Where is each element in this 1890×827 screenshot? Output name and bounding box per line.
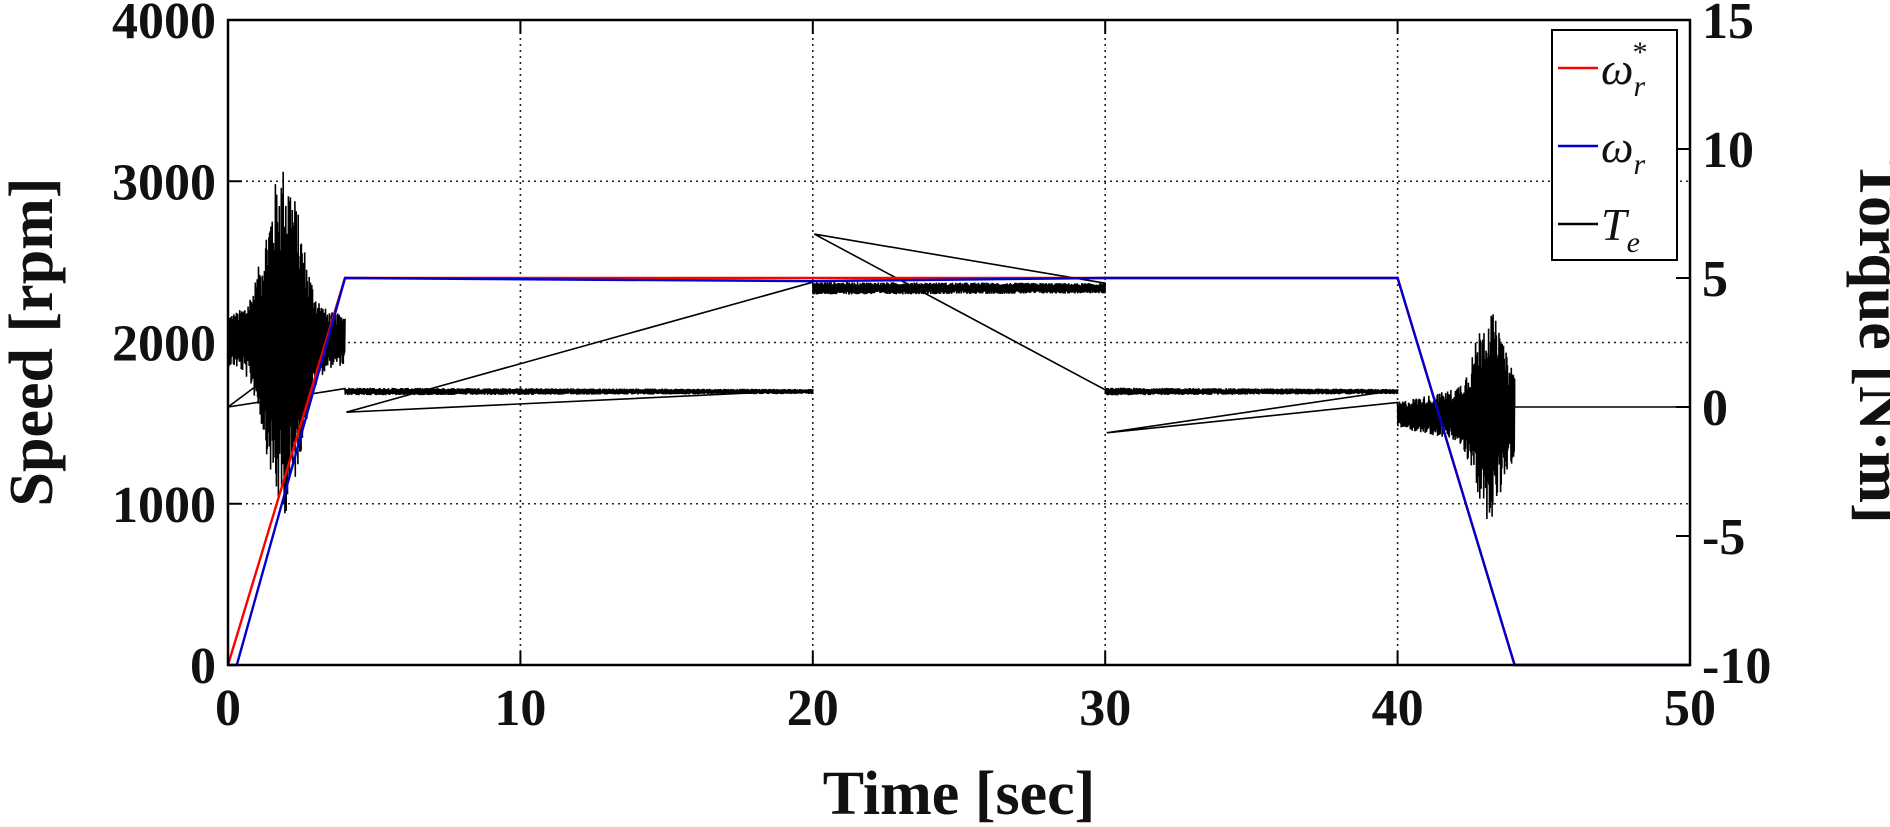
- right-y-tick-label: 0: [1702, 380, 1728, 437]
- right-y-tick-label: 10: [1702, 122, 1754, 179]
- series-line-omega: [228, 276, 1690, 667]
- x-tick-label: 40: [1372, 680, 1424, 737]
- right-y-tick-label: 15: [1702, 0, 1754, 50]
- right-y-tick-label: -10: [1702, 638, 1771, 695]
- right-y-tick-label: -5: [1702, 509, 1745, 566]
- series-line-te: [227, 171, 1690, 520]
- tick-labels: 0 10 20 30 40 50 0 1000 2000 3000 4000 -10 -5 0 5 10 15: [112, 0, 1771, 737]
- legend-subscript: r: [1633, 70, 1645, 103]
- right-y-tick-label: 5: [1702, 251, 1728, 308]
- legend-label: ωr*: [1601, 36, 1646, 103]
- x-tick-label: 10: [494, 680, 546, 737]
- left-y-tick-label: 1000: [112, 477, 216, 534]
- legend-subscript: r: [1633, 148, 1645, 181]
- left-y-tick-label: 3000: [112, 154, 216, 211]
- left-y-tick-label: 4000: [112, 0, 216, 50]
- left-axis-title: Speed [rpm]: [0, 178, 66, 507]
- legend-subscript: e: [1627, 226, 1640, 259]
- legend-label: Te: [1601, 199, 1640, 259]
- left-y-tick-label: 0: [190, 638, 216, 695]
- left-y-tick-label: 2000: [112, 316, 216, 373]
- x-tick-label: 0: [215, 680, 241, 737]
- legend-superscript: *: [1631, 36, 1646, 69]
- x-tick-label: 30: [1079, 680, 1131, 737]
- x-tick-label: 50: [1664, 680, 1716, 737]
- ticks: [227, 19, 1691, 666]
- right-axis-title: Torque [N·m]: [1846, 160, 1890, 523]
- x-tick-label: 20: [787, 680, 839, 737]
- grid: [228, 20, 1690, 665]
- x-axis-title: Time [sec]: [823, 760, 1096, 827]
